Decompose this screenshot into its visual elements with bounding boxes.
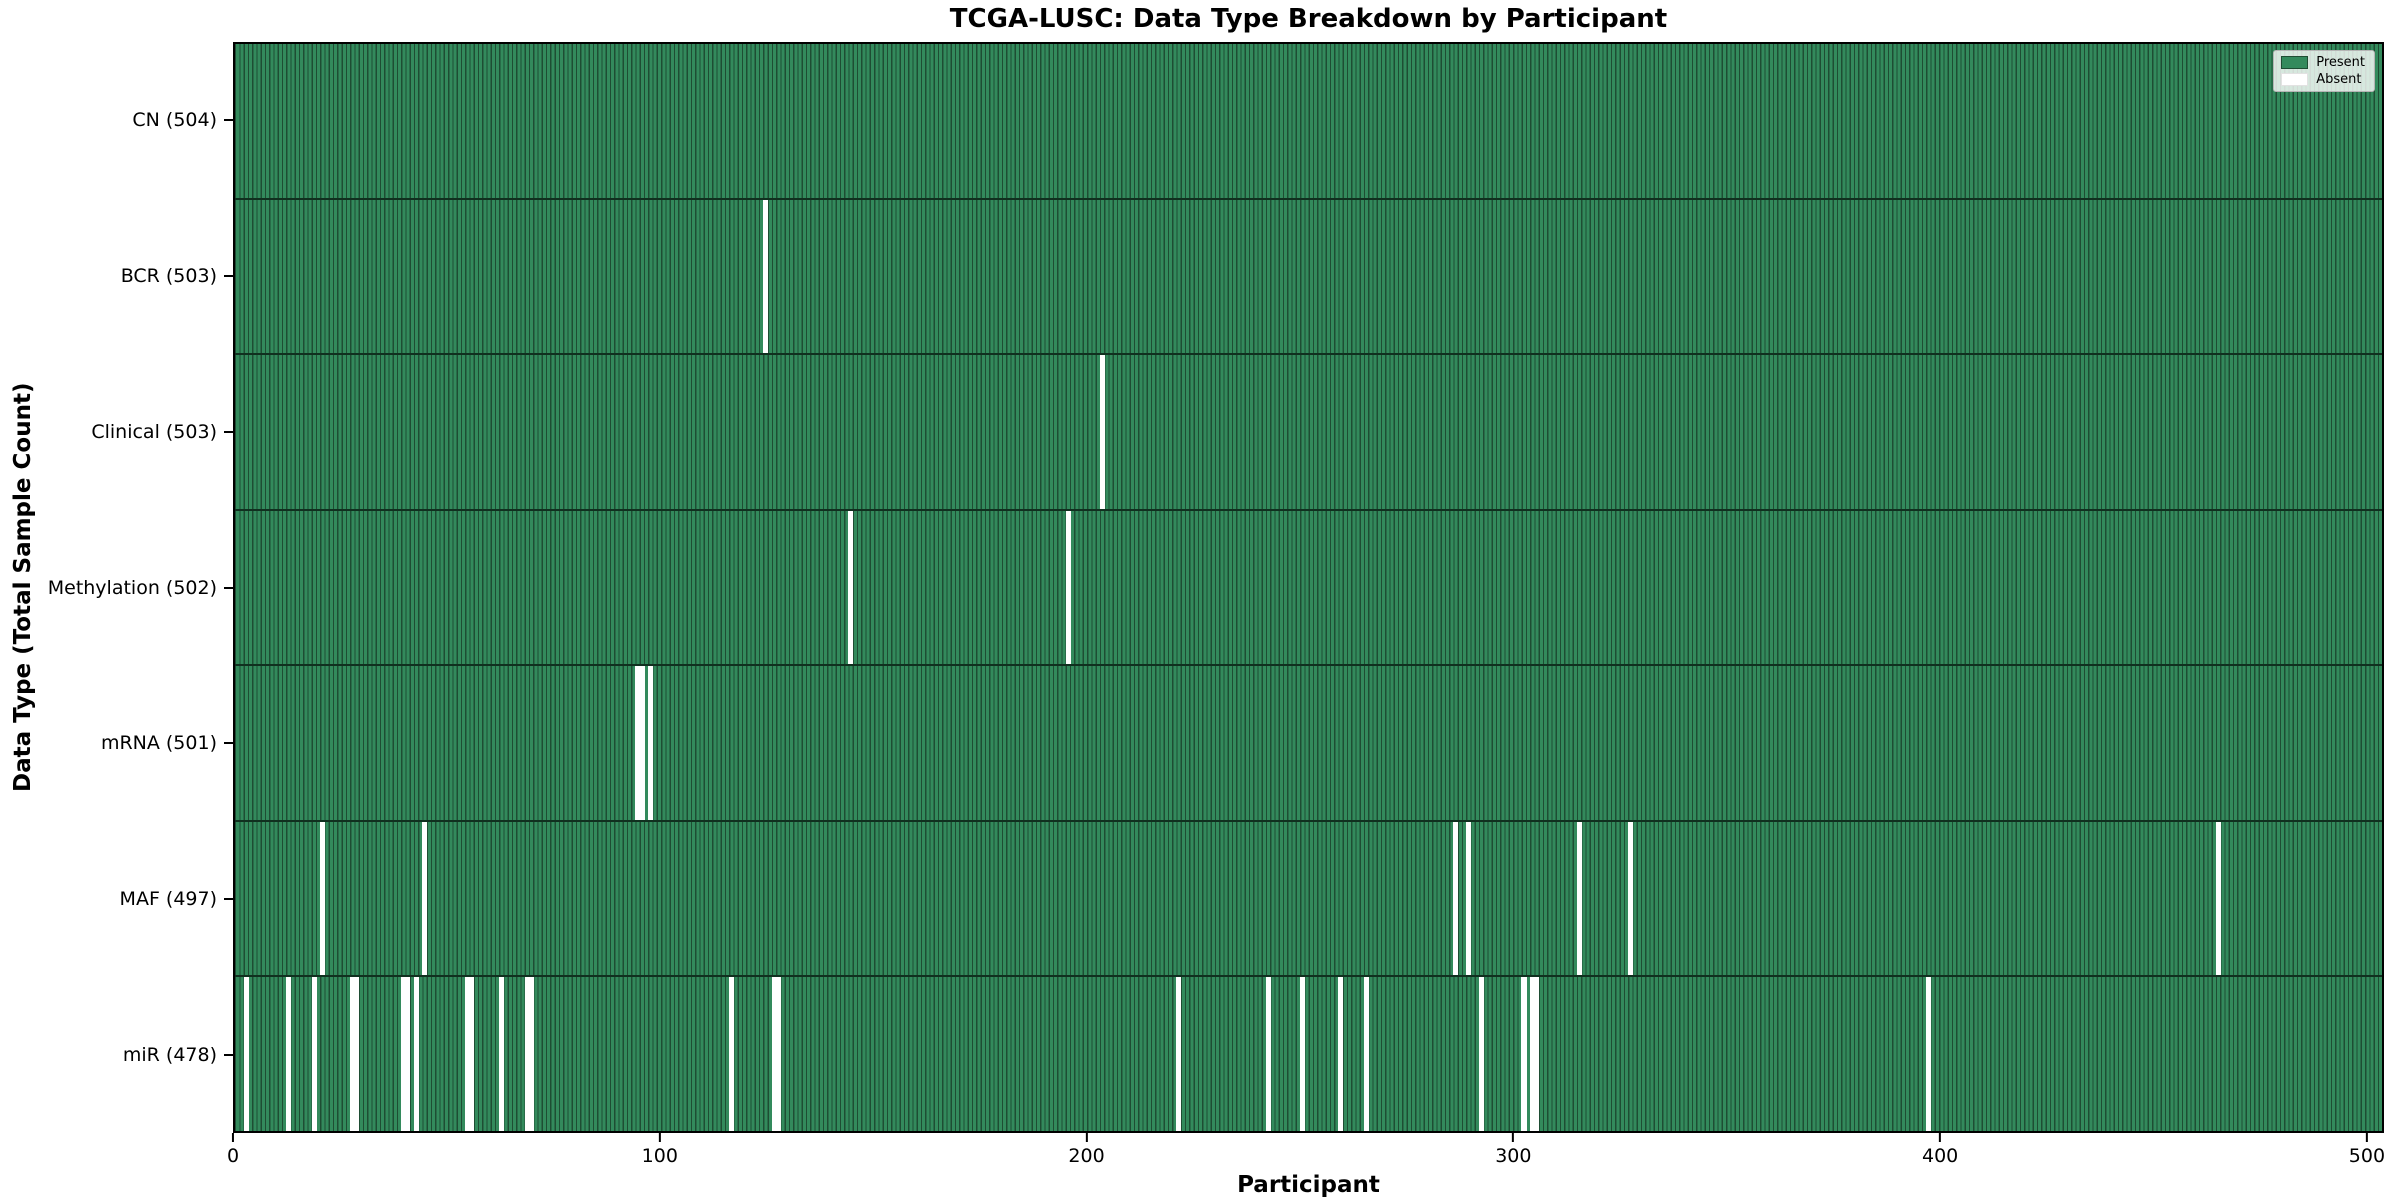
absent-stripe (729, 977, 735, 1132)
absent-stripe (499, 977, 505, 1132)
row-clinical (235, 355, 2382, 511)
legend-item-present: Present (2281, 56, 2365, 69)
absent-stripe (311, 977, 317, 1132)
absent-stripe (1627, 821, 1633, 976)
x-tick-mark (232, 1133, 234, 1142)
y-tick-mark (224, 1054, 233, 1057)
row-bcr (235, 199, 2382, 356)
absent-stripe (1176, 977, 1182, 1132)
x-tick-label: 500 (2348, 1145, 2386, 1167)
y-tick-mark (224, 898, 233, 901)
x-axis-ticks: 0 100 200 300 400 500 (227, 1133, 2385, 1173)
absent-stripe (1265, 977, 1271, 1132)
x-tick-mark (1939, 1133, 1942, 1142)
x-tick-label: 100 (641, 1145, 678, 1167)
y-tick-mark (224, 430, 233, 433)
chart-title: TCGA-LUSC: Data Type Breakdown by Partic… (949, 4, 1668, 34)
row-methylation (235, 510, 2382, 667)
absent-stripe (1099, 355, 1105, 509)
absent-stripe (354, 977, 360, 1132)
absent-stripe (1065, 510, 1071, 665)
row-mir (235, 977, 2382, 1132)
y-tick-mark (224, 118, 233, 121)
legend-item-absent: Absent (2281, 73, 2365, 86)
absent-stripe (528, 977, 534, 1132)
x-tick-label: 200 (1068, 1145, 1105, 1167)
y-tick-mark (224, 586, 233, 589)
absent-stripe (635, 666, 641, 820)
absent-stripe (771, 977, 777, 1132)
absent-stripe (848, 510, 854, 665)
absent-stripe (1299, 977, 1305, 1132)
absent-stripe (1466, 821, 1472, 976)
legend-swatch-present (2281, 56, 2309, 69)
absent-stripe (320, 821, 326, 976)
y-tick-mark (224, 274, 233, 277)
row-mrna (235, 666, 2382, 822)
absent-stripe (350, 977, 356, 1132)
y-tick-label: Clinical (503) (91, 420, 217, 443)
absent-stripe (422, 821, 428, 976)
absent-stripe (1478, 977, 1484, 1132)
x-axis-title: Participant (1237, 1172, 1380, 1198)
x-tick-300: 300 (1495, 1133, 1531, 1167)
y-tick-label: mRNA (501) (100, 732, 217, 755)
x-tick-mark (1512, 1133, 1515, 1142)
absent-stripe (469, 977, 475, 1132)
absent-stripe (763, 199, 769, 354)
x-tick-500: 500 (2349, 1133, 2385, 1167)
x-tick-100: 100 (642, 1133, 678, 1167)
absent-stripe (405, 977, 411, 1132)
y-tick-label: miR (478) (122, 1044, 217, 1067)
x-tick-label: 300 (1495, 1145, 1532, 1167)
y-tick-label: MAF (497) (119, 888, 217, 911)
y-tick-label: Methylation (502) (47, 576, 217, 599)
x-tick-label: 0 (226, 1145, 240, 1167)
x-tick-0: 0 (227, 1133, 239, 1167)
absent-stripe (2215, 821, 2221, 976)
absent-stripe (1453, 821, 1459, 976)
absent-stripe (243, 977, 249, 1132)
y-tick-mark (224, 742, 233, 745)
y-tick-label: BCR (503) (120, 264, 217, 287)
legend-swatch-absent (2281, 73, 2309, 86)
x-tick-label: 400 (1922, 1145, 1959, 1167)
absent-stripe (1530, 977, 1536, 1132)
x-tick-400: 400 (1922, 1133, 1958, 1167)
x-tick-mark (2365, 1133, 2368, 1142)
row-cn (235, 44, 2382, 200)
absent-stripe (286, 977, 292, 1132)
plot-area: Present Absent (233, 42, 2384, 1133)
absent-stripe (1338, 977, 1344, 1132)
x-tick-mark (658, 1133, 661, 1142)
x-tick-mark (1085, 1133, 1088, 1142)
absent-stripe (1534, 977, 1540, 1132)
absent-stripe (1926, 977, 1932, 1132)
absent-stripe (639, 666, 645, 820)
absent-stripe (401, 977, 407, 1132)
absent-stripe (1521, 977, 1527, 1132)
absent-stripe (776, 977, 782, 1132)
absent-stripe (648, 666, 654, 820)
legend-label-absent: Absent (2316, 72, 2362, 87)
absent-stripe (413, 977, 419, 1132)
absent-stripe (524, 977, 530, 1132)
row-maf (235, 821, 2382, 978)
absent-stripe (1363, 977, 1369, 1132)
y-axis-ticks: CN (504) BCR (503) Clinical (503) Methylati… (0, 42, 233, 1133)
absent-stripe (465, 977, 471, 1132)
absent-stripe (1576, 821, 1582, 976)
legend: Present Absent (2273, 50, 2375, 92)
x-tick-200: 200 (1068, 1133, 1105, 1167)
legend-label-present: Present (2316, 55, 2365, 70)
y-tick-label: CN (504) (132, 108, 217, 131)
